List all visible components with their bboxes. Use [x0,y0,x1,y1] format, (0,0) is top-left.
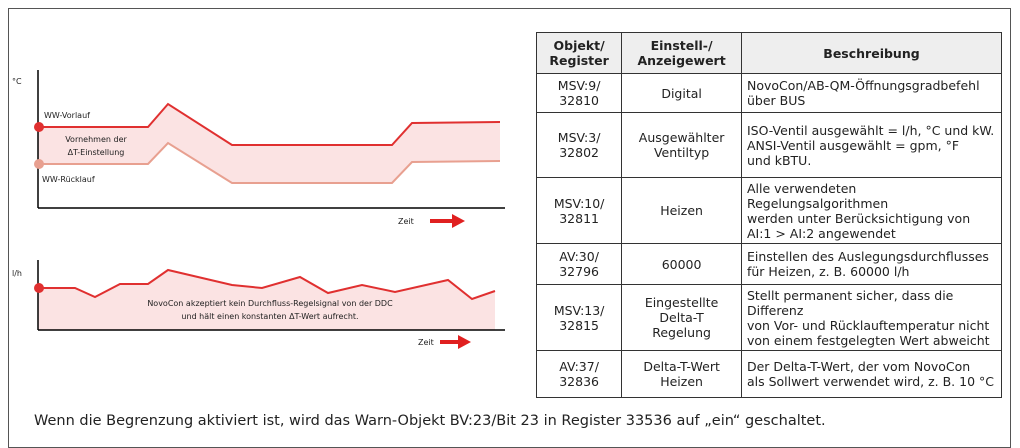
unit: °C [12,77,22,86]
line: Einstell-/ [650,38,713,53]
row: MSV:3/32802 Ausgewählter Ventiltyp ISO-Vent… [535,112,1003,178]
supply-line [38,102,501,146]
line: 32802 [559,145,599,160]
line: MSV:10/ [553,195,605,211]
band [38,104,500,183]
dot [34,122,44,132]
cell: AV:30/32796 [535,243,623,285]
line: für Heizen, z. B. 60000 l/h [746,264,910,279]
cell: Eingestellte Delta-T Regelung [621,284,742,351]
line: 32836 [559,374,599,389]
line: 32810 [559,93,599,108]
line: Regelung [652,325,711,340]
header-cell: Einstell-/Anzeigewert [621,32,742,74]
cell: Einstellen des Auslegungsdurchflusses für… [740,243,1003,285]
line: ANSI-Ventil ausgewählt = gpm, °F [746,137,960,153]
header-cell: Objekt/Register [535,32,623,74]
cell: MSV:3/32802 [535,112,623,178]
cell: Ausgewählter Ventiltyp [621,112,742,178]
cell: Digital [621,73,742,113]
cell: 60000 [621,243,742,285]
return-line [38,141,501,184]
line: Delta-T-Wert [643,359,720,374]
cell: AV:37/32836 [535,350,623,398]
footer: Wenn die Begrenzung aktiviert ist, wird … [34,413,826,429]
label: ΔT-Einstellung [68,148,125,157]
line: 32811 [559,210,599,226]
cell: NovoCon/AB-QM-Öffnungsgradbefehl über BUS [740,73,1003,113]
row: MSV:9/32810 Digital NovoCon/AB-QM-Öffnungs… [535,73,1003,113]
line: NovoCon/AB-QM-Öffnungsgradbefehl [746,78,980,93]
line: 60000 [661,256,702,272]
line: ISO-Ventil ausgewählt = l/h, °C und kW. [746,122,995,138]
line: 32815 [559,317,599,333]
line: Register [549,53,609,68]
cell: Alle verwendeten Regelungsalgorithmen wer… [740,177,1003,244]
line: 32796 [559,264,599,279]
header-cell: Beschreibung [740,32,1003,74]
register-table: Objekt/Register Einstell-/Anzeigewert Besc… [535,32,1003,398]
line: Einstellen des Auslegungsdurchflusses [746,249,989,264]
line: AI:1 > AI:2 angewendet [746,225,896,241]
arrow [430,214,465,228]
cell: Stellt permanent sicher, dass die Differ… [740,284,1003,351]
row: AV:37/32836 Delta-T-Wert Heizen Der Delta-T… [535,350,1003,398]
row: MSV:13/32815 Eingestellte Delta-T Regelung S… [535,284,1003,351]
x-label: Zeit [398,217,414,226]
line: Alle verwendeten Regelungsalgorithmen [746,180,889,211]
line: Digital [661,85,702,101]
page: °C WW-Vorlauf Vornehmen der ΔT-Einstellu… [8,8,1011,448]
line: Stellt permanent sicher, dass die Differ… [746,287,954,318]
line: AV:30/ [559,249,599,264]
cell: MSV:9/32810 [535,73,623,113]
line: Heizen [660,203,703,218]
x-label: Zeit [418,338,434,347]
row: AV:30/32796 60000 Einstellen des Auslegung… [535,243,1003,285]
line: Heizen [660,374,703,389]
row: MSV:10/32811 Heizen Alle verwendeten Regel… [535,177,1003,244]
label: WW-Vorlauf [44,111,90,120]
line: Beschreibung [823,45,920,61]
line: Delta-T [659,310,704,325]
line: Eingestellte [644,295,719,310]
cell: MSV:13/32815 [535,284,623,351]
cell: ISO-Ventil ausgewählt = l/h, °C und kW. A… [740,112,1003,178]
line: Objekt/ [553,38,605,53]
line: MSV:13/ [553,302,605,318]
line: MSV:9/ [557,78,601,93]
cell: Delta-T-Wert Heizen [621,350,742,398]
line: von einem festgelegten Wert abweicht [746,332,990,348]
arrow [440,335,471,349]
flow-line [38,268,496,301]
note: NovoCon akzeptiert kein Durchfluss-Regel… [147,299,393,308]
cell: Der Delta-T-Wert, der vom NovoCon als Sol… [740,350,1003,398]
line: über BUS [746,93,806,108]
line: von Vor- und Rücklauftemperatur nicht [746,317,990,333]
note: und hält einen konstanten ΔT-Wert aufrec… [181,312,358,321]
line: werden unter Berücksichtigung von [746,210,971,226]
diagrams: °C WW-Vorlauf Vornehmen der ΔT-Einstellu… [12,70,505,349]
unit: l/h [12,269,22,278]
cell: MSV:10/32811 [535,177,623,244]
line: Ventiltyp [653,145,710,160]
cell: Heizen [621,177,742,244]
label: Vornehmen der [65,135,127,144]
line: als Sollwert verwendet wird, z. B. 10 °C [746,374,994,389]
label: WW-Rücklauf [42,175,95,184]
dot [34,283,44,293]
area [38,270,495,330]
line: AV:37/ [559,359,599,374]
line: Anzeigewert [637,53,726,68]
line: Der Delta-T-Wert, der vom NovoCon [746,359,971,374]
dot [34,159,44,169]
line: MSV:3/ [557,130,601,145]
line: Ausgewählter [638,130,725,145]
line: und kBTU. [746,152,812,168]
